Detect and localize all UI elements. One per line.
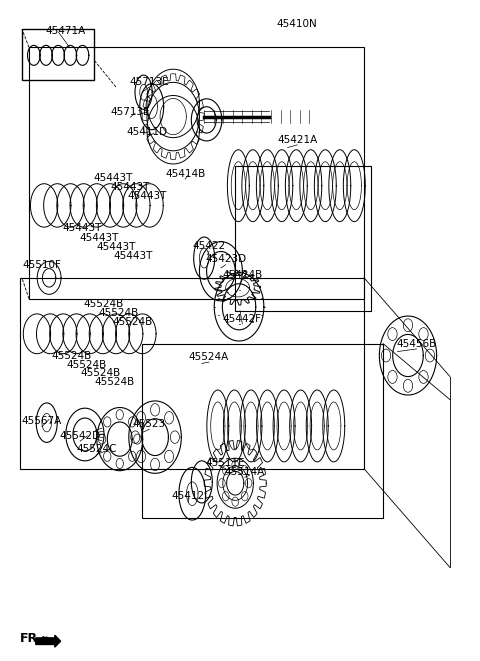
Text: 45411D: 45411D	[126, 127, 168, 137]
Text: 45524A: 45524A	[189, 352, 229, 362]
Text: 45511E: 45511E	[206, 459, 245, 469]
Text: 45410N: 45410N	[277, 19, 318, 29]
Text: 45510F: 45510F	[23, 260, 61, 270]
Text: 45713E: 45713E	[110, 107, 150, 117]
Text: 45524B: 45524B	[98, 308, 138, 318]
Text: 45423D: 45423D	[205, 254, 246, 264]
Text: 45442F: 45442F	[223, 314, 262, 324]
Text: 45524C: 45524C	[77, 444, 117, 454]
Text: 45524B: 45524B	[81, 368, 121, 378]
Text: 45443T: 45443T	[110, 182, 150, 192]
Text: 45443T: 45443T	[63, 223, 102, 233]
Text: 45412: 45412	[171, 491, 204, 502]
Text: 45443T: 45443T	[96, 242, 136, 252]
Text: 45524B: 45524B	[66, 360, 107, 369]
Text: 45524B: 45524B	[95, 377, 135, 387]
Text: 45523: 45523	[133, 419, 166, 429]
Text: 45414B: 45414B	[165, 169, 205, 179]
Text: 45542D: 45542D	[60, 431, 101, 441]
Text: 45443T: 45443T	[94, 173, 133, 183]
Text: 45421A: 45421A	[277, 135, 317, 145]
Text: 45443T: 45443T	[113, 251, 152, 261]
Text: 45524B: 45524B	[112, 317, 153, 327]
Bar	[22, 29, 95, 81]
Text: 45567A: 45567A	[22, 416, 62, 426]
Bar	[142, 344, 383, 518]
Text: 45456B: 45456B	[396, 338, 437, 348]
Text: 45514A: 45514A	[225, 467, 265, 477]
Bar	[235, 166, 371, 311]
Text: 45422: 45422	[192, 241, 226, 251]
Text: 45424B: 45424B	[222, 270, 263, 280]
Text: 45443T: 45443T	[127, 191, 167, 201]
Bar	[20, 278, 364, 469]
Text: 45524B: 45524B	[52, 350, 92, 360]
Bar	[29, 48, 364, 299]
Text: 45524B: 45524B	[84, 299, 124, 309]
Text: 45471A: 45471A	[46, 26, 86, 36]
Text: 45713E: 45713E	[130, 77, 169, 87]
Text: 45443T: 45443T	[80, 233, 119, 243]
FancyArrow shape	[36, 635, 60, 647]
Text: FR.: FR.	[19, 632, 43, 645]
